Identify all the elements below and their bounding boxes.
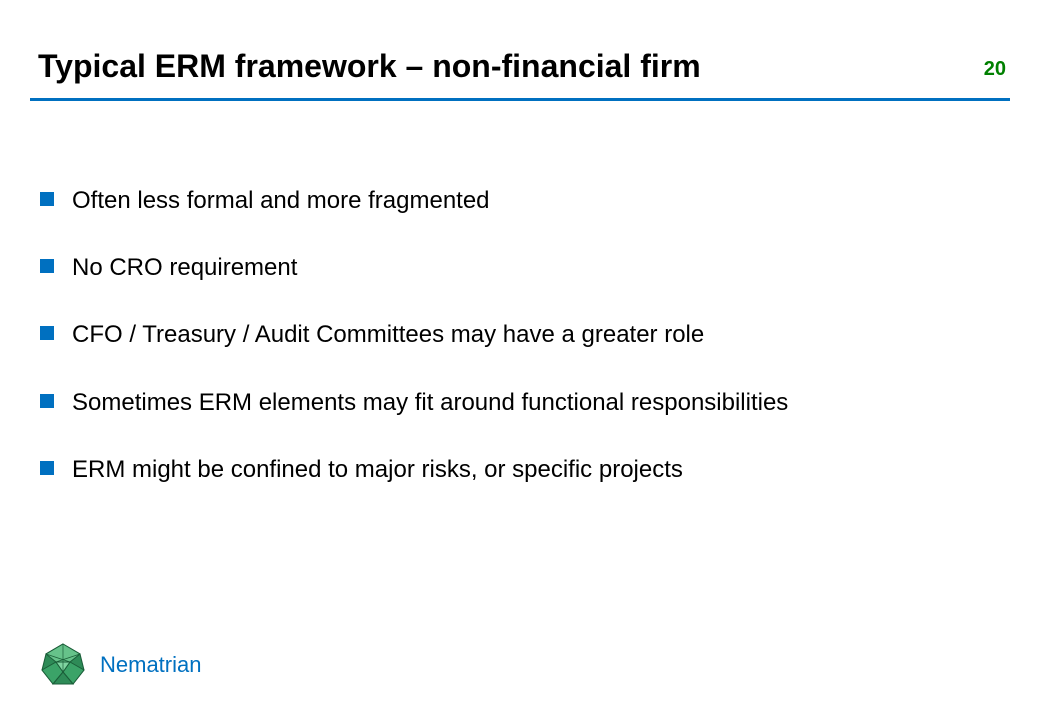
- bullet-text: ERM might be confined to major risks, or…: [72, 454, 683, 485]
- slide-footer: Nematrian: [40, 642, 201, 688]
- square-bullet-icon: [40, 394, 54, 408]
- title-divider: [30, 98, 1010, 101]
- square-bullet-icon: [40, 461, 54, 475]
- bullet-text: Often less formal and more fragmented: [72, 185, 490, 216]
- slide-header: Typical ERM framework – non-financial fi…: [38, 48, 1002, 95]
- bullet-text: No CRO requirement: [72, 252, 297, 283]
- list-item: Often less formal and more fragmented: [40, 185, 980, 216]
- list-item: ERM might be confined to major risks, or…: [40, 454, 980, 485]
- slide-title: Typical ERM framework – non-financial fi…: [38, 48, 1002, 85]
- nematrian-logo-icon: [40, 642, 86, 688]
- list-item: CFO / Treasury / Audit Committees may ha…: [40, 319, 980, 350]
- page-number: 20: [984, 58, 1006, 81]
- square-bullet-icon: [40, 326, 54, 340]
- square-bullet-icon: [40, 259, 54, 273]
- bullet-text: CFO / Treasury / Audit Committees may ha…: [72, 319, 704, 350]
- list-item: Sometimes ERM elements may fit around fu…: [40, 387, 980, 418]
- list-item: No CRO requirement: [40, 252, 980, 283]
- square-bullet-icon: [40, 192, 54, 206]
- bullet-list: Often less formal and more fragmented No…: [40, 185, 980, 521]
- bullet-text: Sometimes ERM elements may fit around fu…: [72, 387, 788, 418]
- brand-name: Nematrian: [100, 652, 201, 678]
